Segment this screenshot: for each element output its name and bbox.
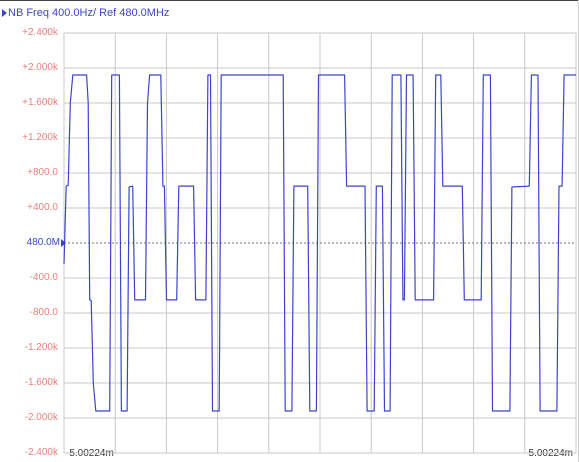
trace-header[interactable]: NB Freq 400.0Hz/ Ref 480.0MHz <box>2 5 169 21</box>
y-tick-label: +1.200k <box>22 132 58 143</box>
y-tick-label: -2.400k <box>24 447 58 458</box>
frequency-trace <box>63 74 576 412</box>
reference-marker-icon <box>61 239 66 247</box>
y-tick-label: -800.0 <box>29 307 58 318</box>
y-tick-label: -2.000k <box>24 412 58 423</box>
y-tick-label: +1.600k <box>22 97 58 108</box>
y-tick-label: -400.0 <box>29 272 58 283</box>
y-tick-label: -1.200k <box>24 342 58 353</box>
y-tick-label: -1.600k <box>24 377 58 388</box>
reference-level-label: 480.0M <box>26 237 60 248</box>
top-border <box>0 0 579 1</box>
y-tick-label: +2.400k <box>22 27 58 38</box>
trace-title: NB Freq 400.0Hz/ Ref 480.0MHz <box>8 7 170 19</box>
y-tick-label: +400.0 <box>27 202 58 213</box>
trace-marker-icon <box>2 9 7 17</box>
y-tick-label: +2.000k <box>22 62 58 73</box>
y-tick-label: +800.0 <box>27 167 58 178</box>
